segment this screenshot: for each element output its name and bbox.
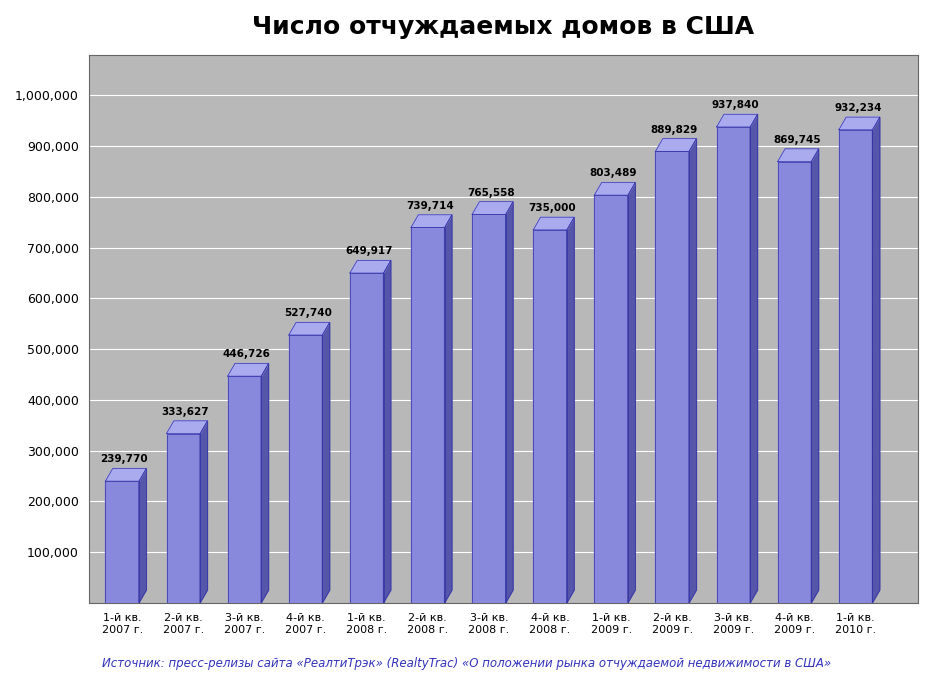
Polygon shape bbox=[506, 202, 513, 603]
Polygon shape bbox=[472, 202, 513, 215]
Polygon shape bbox=[166, 433, 201, 603]
Text: 869,745: 869,745 bbox=[773, 135, 820, 145]
Polygon shape bbox=[534, 230, 567, 603]
Polygon shape bbox=[656, 139, 696, 152]
Polygon shape bbox=[778, 149, 818, 162]
Text: 446,726: 446,726 bbox=[223, 349, 271, 359]
Polygon shape bbox=[411, 215, 452, 227]
Polygon shape bbox=[139, 468, 146, 603]
Polygon shape bbox=[778, 162, 812, 603]
Polygon shape bbox=[350, 273, 383, 603]
Polygon shape bbox=[594, 182, 635, 195]
Polygon shape bbox=[105, 468, 146, 481]
Polygon shape bbox=[411, 227, 445, 603]
Text: 932,234: 932,234 bbox=[834, 103, 882, 113]
Text: 739,714: 739,714 bbox=[406, 201, 453, 211]
Polygon shape bbox=[201, 421, 207, 603]
Polygon shape bbox=[839, 117, 880, 130]
Polygon shape bbox=[750, 114, 758, 603]
Polygon shape bbox=[689, 139, 696, 603]
Polygon shape bbox=[445, 215, 452, 603]
Text: 937,840: 937,840 bbox=[712, 100, 759, 110]
Text: 803,489: 803,489 bbox=[590, 169, 637, 178]
Polygon shape bbox=[166, 421, 207, 433]
Polygon shape bbox=[289, 322, 329, 335]
Polygon shape bbox=[472, 215, 506, 603]
Text: 889,829: 889,829 bbox=[651, 125, 698, 135]
Text: 333,627: 333,627 bbox=[161, 407, 209, 417]
Text: 735,000: 735,000 bbox=[528, 203, 576, 213]
Text: Источник: пресс-релизы сайта «РеалтиТрэк» (RealtyTrac) «О положении рынка отчужд: Источник: пресс-релизы сайта «РеалтиТрэк… bbox=[102, 657, 831, 670]
Polygon shape bbox=[717, 127, 750, 603]
Title: Число отчуждаемых домов в США: Число отчуждаемых домов в США bbox=[252, 15, 755, 39]
Polygon shape bbox=[567, 217, 574, 603]
Text: 527,740: 527,740 bbox=[284, 308, 332, 318]
Polygon shape bbox=[228, 364, 269, 376]
Polygon shape bbox=[228, 376, 261, 603]
Text: 649,917: 649,917 bbox=[345, 246, 393, 257]
Polygon shape bbox=[105, 481, 139, 603]
Polygon shape bbox=[261, 364, 269, 603]
Polygon shape bbox=[656, 152, 689, 603]
Polygon shape bbox=[628, 182, 635, 603]
Polygon shape bbox=[323, 322, 329, 603]
Polygon shape bbox=[534, 217, 574, 230]
Text: 239,770: 239,770 bbox=[101, 454, 148, 464]
Polygon shape bbox=[717, 114, 758, 127]
Text: 765,558: 765,558 bbox=[467, 188, 515, 198]
Polygon shape bbox=[812, 149, 818, 603]
Polygon shape bbox=[594, 195, 628, 603]
Polygon shape bbox=[839, 130, 872, 603]
Polygon shape bbox=[872, 117, 880, 603]
Polygon shape bbox=[350, 261, 391, 273]
Polygon shape bbox=[289, 335, 323, 603]
Polygon shape bbox=[383, 261, 391, 603]
